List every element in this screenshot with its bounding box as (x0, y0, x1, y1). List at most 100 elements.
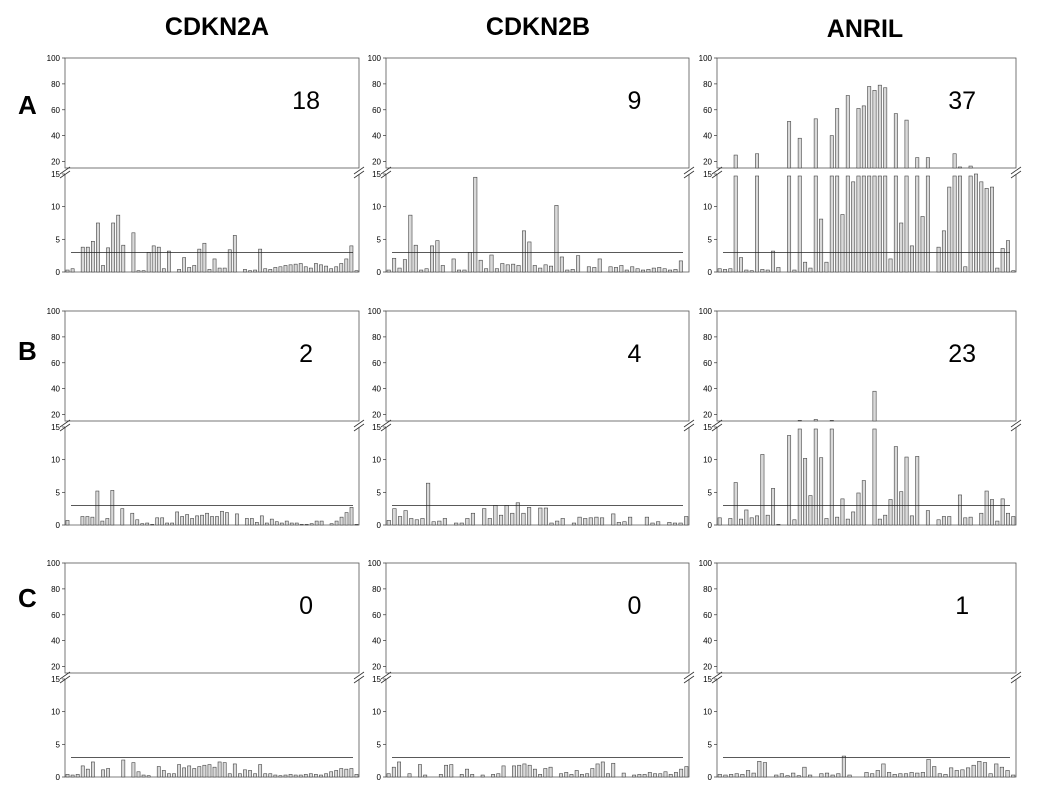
bar (141, 270, 146, 273)
bar (284, 520, 289, 526)
bar (963, 266, 968, 273)
bar (386, 269, 391, 273)
bar (510, 512, 515, 526)
bar (538, 267, 543, 273)
bar (829, 175, 834, 273)
bar (187, 267, 192, 273)
bar (160, 517, 165, 526)
y-tick-label: 0 (377, 521, 382, 530)
bar (739, 257, 743, 273)
y-tick-label: 40 (372, 637, 381, 646)
bar (957, 175, 962, 273)
y-tick-label: 5 (56, 488, 61, 497)
bar (329, 523, 334, 526)
y-tick-label: 10 (372, 456, 381, 465)
bar (899, 491, 904, 526)
y-tick-label: 20 (703, 158, 712, 167)
bar (111, 222, 116, 273)
bar-upper-segment (856, 108, 861, 169)
y-tick-label: 100 (47, 54, 61, 63)
bar (646, 269, 651, 273)
axis-break-mark (353, 671, 365, 680)
bar (960, 769, 965, 778)
bar (155, 517, 160, 526)
bar (999, 766, 1004, 778)
bar (100, 520, 105, 526)
bar (947, 516, 952, 526)
bar (954, 770, 959, 778)
bar (484, 268, 489, 273)
bar (386, 773, 391, 778)
bar (549, 265, 554, 273)
bar (197, 766, 202, 778)
bar-upper-segment (872, 390, 877, 422)
bar-upper-segment (893, 113, 898, 169)
bar (258, 248, 263, 273)
y-tick-label: 60 (703, 611, 712, 620)
bar (135, 519, 140, 526)
bar (473, 176, 478, 273)
bar (995, 520, 1000, 526)
bar (202, 242, 207, 273)
bar (423, 774, 428, 778)
bar (861, 175, 866, 273)
bar (255, 522, 259, 526)
bar (872, 428, 877, 526)
bar (941, 230, 946, 273)
bar (200, 514, 204, 526)
y-tick-label: 5 (56, 740, 61, 749)
axis-break-mark (683, 419, 695, 428)
bar (729, 774, 734, 778)
bar (532, 265, 537, 273)
bar (920, 772, 925, 778)
bar (723, 269, 727, 273)
y-tick-label: 15 (372, 170, 381, 179)
bar (674, 772, 678, 778)
axis-break-mark (1010, 423, 1022, 432)
bar (835, 516, 840, 526)
y-tick-label: 20 (51, 663, 60, 672)
bar (480, 774, 485, 778)
bar (984, 188, 989, 273)
panel-cdkn2a-b: 100 80 60 40 20 15 10 5 0 2 (47, 307, 365, 530)
bar (672, 522, 678, 526)
bar (867, 175, 872, 273)
bar (314, 774, 318, 778)
bar (728, 268, 733, 273)
bar (339, 516, 344, 526)
upper-frame (64, 57, 360, 169)
bar (250, 518, 254, 526)
bar (397, 267, 402, 273)
bar (85, 768, 90, 778)
axis-break-mark (353, 170, 365, 179)
y-tick-label: 20 (372, 411, 381, 420)
lower-frame (716, 427, 1017, 526)
y-tick-label: 40 (51, 132, 60, 141)
bar (538, 774, 543, 778)
bar (426, 482, 431, 526)
upper-frame (64, 310, 360, 422)
y-tick-label: 80 (51, 585, 60, 594)
bar (205, 512, 209, 526)
bar (344, 768, 349, 778)
bar (583, 518, 588, 526)
bar (796, 775, 801, 778)
y-tick-label: 5 (708, 740, 713, 749)
bar (952, 175, 957, 273)
bar (592, 267, 597, 273)
bar (470, 512, 476, 526)
y-tick-label: 0 (56, 773, 61, 782)
bar (339, 263, 344, 273)
bar (210, 516, 214, 526)
bar (621, 772, 626, 778)
bar (459, 522, 464, 526)
bar (990, 186, 994, 273)
bar (667, 522, 672, 526)
panel-cdkn2b-b: 100 80 60 40 20 15 10 5 0 4 (368, 307, 695, 530)
bar (749, 517, 754, 526)
bar-upper-segment (755, 153, 759, 169)
bar (673, 269, 678, 273)
y-tick-label: 40 (372, 385, 381, 394)
bar (248, 270, 252, 273)
panel-cdkn2b-a: 100 80 60 40 20 15 10 5 0 9 (368, 54, 695, 277)
